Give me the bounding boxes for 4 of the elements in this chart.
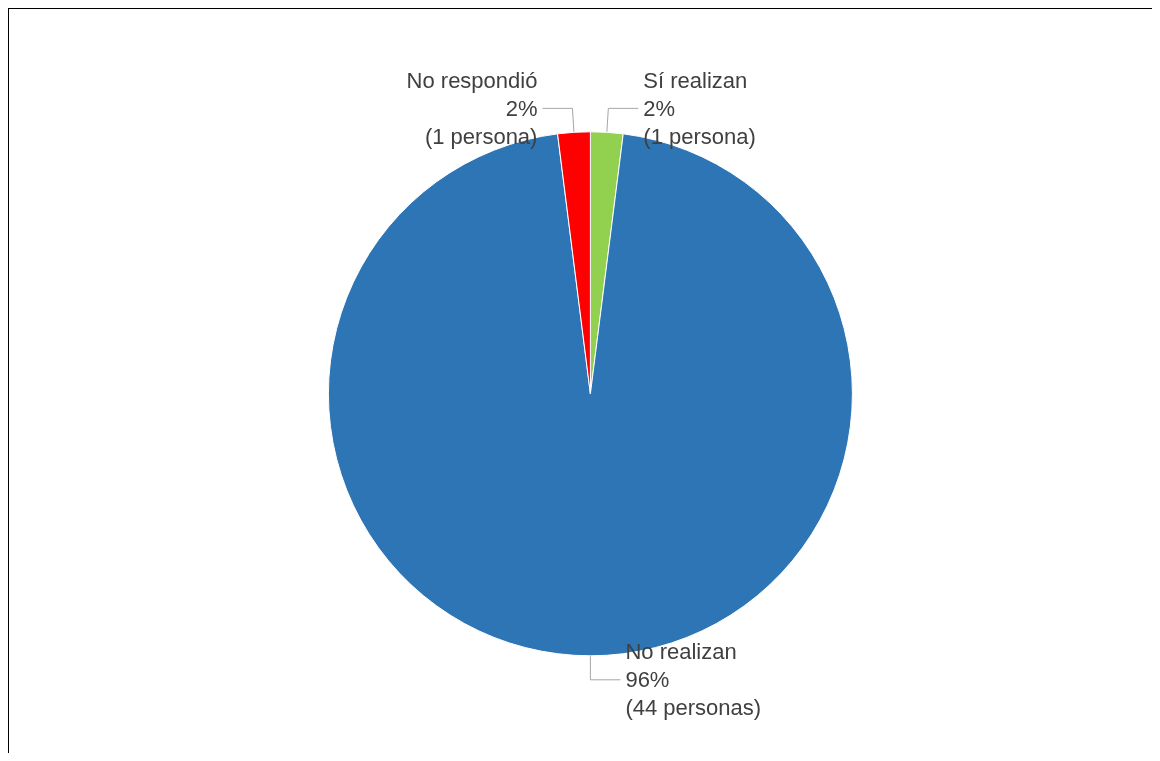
data-label: 96% (44 personas) <box>625 667 762 721</box>
slice-label: Sí realizan <box>643 67 748 93</box>
data-label: 2% (1 persona) <box>424 95 538 149</box>
slice-label: No respondió <box>406 67 538 93</box>
